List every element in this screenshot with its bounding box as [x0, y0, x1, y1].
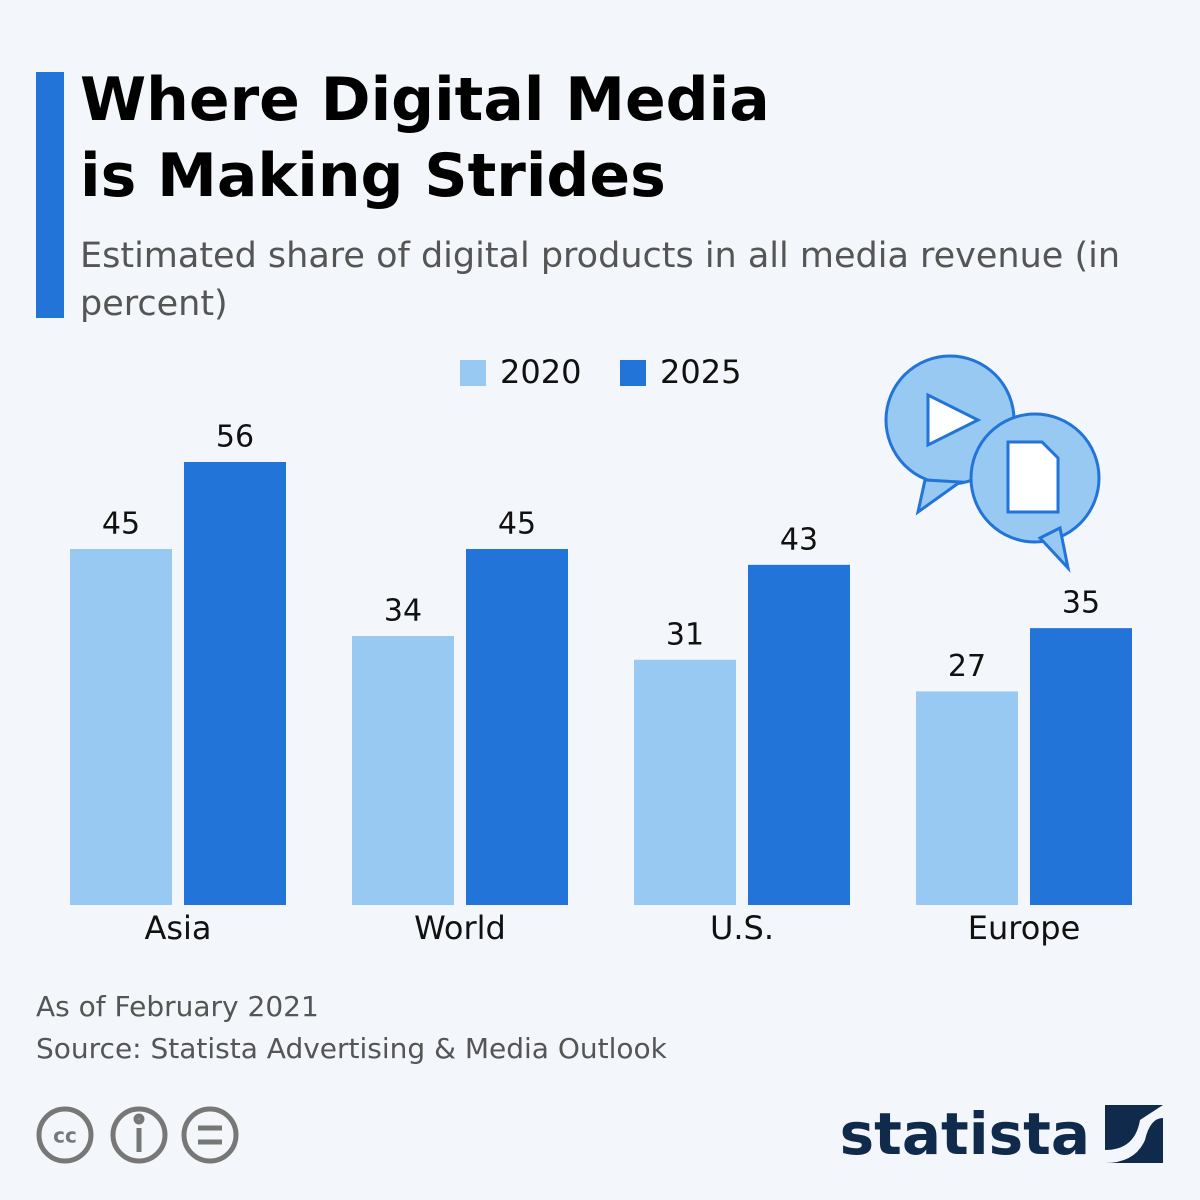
data-label: 27	[948, 649, 986, 684]
svg-text:cc: cc	[53, 1124, 77, 1148]
data-label: 43	[780, 522, 818, 557]
bar	[916, 691, 1018, 905]
data-label: 56	[216, 420, 254, 455]
chart-subtitle: Estimated share of digital products in a…	[80, 236, 1121, 324]
brand: statista	[840, 1100, 1090, 1168]
bar	[1030, 628, 1132, 905]
data-label: 34	[384, 594, 422, 629]
media-icon	[884, 354, 1101, 573]
x-tick-label: World	[414, 909, 506, 947]
accent-bar	[36, 72, 64, 318]
bar	[748, 564, 850, 905]
legend-label: 2020	[500, 353, 581, 391]
bar	[352, 636, 454, 905]
x-tick-label: Asia	[144, 909, 211, 947]
legend-label: 2025	[660, 353, 741, 391]
bar	[70, 549, 172, 905]
bar	[466, 549, 568, 905]
brand-logo	[1105, 1105, 1163, 1163]
data-label: 45	[498, 507, 536, 542]
note: As of February 2021	[36, 990, 319, 1023]
bar	[634, 659, 736, 905]
data-label: 35	[1062, 586, 1100, 621]
legend-swatch	[460, 360, 486, 386]
x-tick-label: U.S.	[710, 909, 774, 947]
legend-swatch	[620, 360, 646, 386]
data-label: 31	[666, 617, 704, 652]
x-tick-label: Europe	[968, 909, 1081, 947]
bar	[184, 462, 286, 905]
data-label: 45	[102, 507, 140, 542]
license-icons: cc	[36, 1106, 239, 1164]
chart-title: Where Digital Media is Making Strides	[80, 65, 770, 211]
note: Source: Statista Advertising & Media Out…	[36, 1032, 668, 1065]
